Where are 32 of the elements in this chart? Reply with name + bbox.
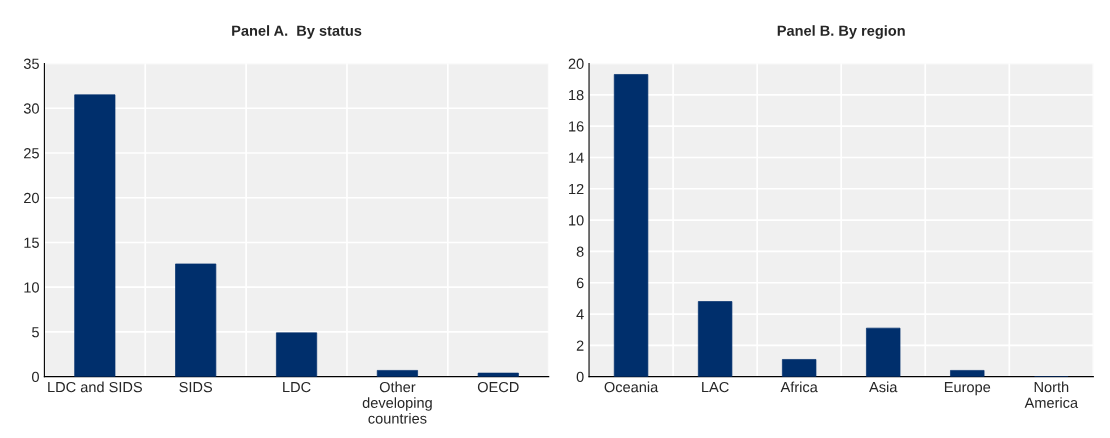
x-tick-label: LDC [283, 381, 311, 393]
x-tick-label: Asia [869, 381, 898, 393]
y-tick-label: 18 [569, 89, 584, 101]
y-tick-label: 10 [569, 215, 584, 226]
chart-title: Panel A. By status [232, 25, 362, 39]
chart-title: Panel B. By region [777, 25, 905, 39]
y-tick-label: 10 [24, 282, 39, 293]
y-tick-label: 5 [32, 327, 39, 338]
y-tick-label: 35 [23, 58, 39, 69]
y-tick-label: 0 [576, 371, 584, 383]
x-tick-label: OECD [477, 381, 519, 393]
y-tick-label: 12 [569, 183, 584, 195]
x-tick-label: Oceania [604, 381, 659, 393]
y-tick-label: 6 [576, 277, 584, 289]
y-tick-label: 20 [24, 192, 39, 204]
y-tick-label: 30 [23, 103, 39, 114]
x-tick-label: North America [1024, 381, 1079, 408]
x-tick-label: Europe [944, 382, 991, 396]
x-tick-label: SIDS [179, 381, 213, 393]
y-tick-label: 25 [24, 148, 39, 159]
y-tick-label: 0 [32, 371, 39, 383]
x-tick-label: LAC [702, 381, 729, 393]
x-tick-label: LDC and SIDS [48, 381, 142, 393]
y-tick-label: 15 [24, 237, 39, 248]
y-tick-label: 16 [569, 121, 584, 132]
y-tick-label: 20 [568, 58, 584, 69]
y-tick-label: 2 [576, 340, 584, 351]
y-tick-label: 14 [569, 152, 584, 163]
y-tick-label: 4 [576, 309, 584, 320]
x-tick-label: Other developing countries [362, 381, 432, 424]
x-tick-label: Africa [780, 381, 818, 393]
y-tick-label: 8 [576, 246, 584, 257]
